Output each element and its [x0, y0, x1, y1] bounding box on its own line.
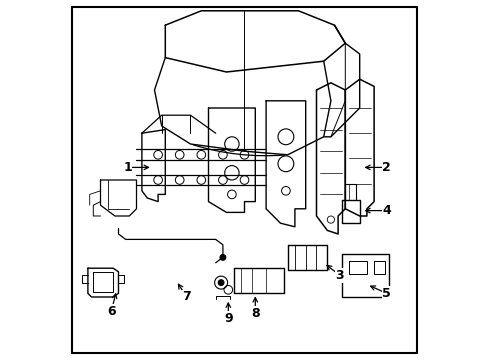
Text: 3: 3 — [335, 269, 344, 282]
Text: 2: 2 — [382, 161, 390, 174]
Circle shape — [218, 280, 224, 285]
Text: 7: 7 — [182, 291, 191, 303]
Text: 6: 6 — [107, 305, 115, 318]
Text: 4: 4 — [382, 204, 390, 217]
Circle shape — [220, 255, 225, 260]
Text: 9: 9 — [224, 312, 232, 325]
Text: 5: 5 — [382, 287, 390, 300]
Text: 1: 1 — [123, 161, 132, 174]
Text: 8: 8 — [250, 307, 259, 320]
